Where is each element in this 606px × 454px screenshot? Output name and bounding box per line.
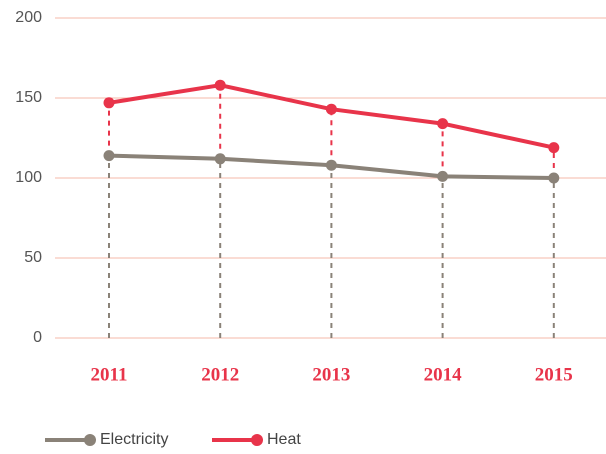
point <box>325 103 337 115</box>
y-tick-label: 200 <box>15 9 42 26</box>
x-tick-label: 2011 <box>91 364 128 385</box>
x-tick-label: 2014 <box>424 364 463 385</box>
y-tick-label: 50 <box>24 249 42 266</box>
x-tick-label: 2012 <box>201 364 239 385</box>
point <box>325 159 337 171</box>
legend-label: Electricity <box>100 431 168 448</box>
point <box>103 97 115 109</box>
point <box>214 79 226 91</box>
x-tick-label: 2013 <box>312 364 350 385</box>
y-tick-label: 0 <box>33 329 42 346</box>
series-line <box>108 83 555 150</box>
x-tick-label: 2015 <box>535 364 573 385</box>
legend-swatch <box>251 434 263 446</box>
point <box>437 118 449 130</box>
point <box>548 142 560 154</box>
point <box>214 153 226 165</box>
legend-label: Heat <box>267 431 301 448</box>
point <box>548 172 560 184</box>
y-tick-label: 100 <box>15 169 42 186</box>
point <box>103 150 115 162</box>
y-tick-label: 150 <box>15 89 42 106</box>
point <box>437 170 449 182</box>
legend-swatch <box>84 434 96 446</box>
